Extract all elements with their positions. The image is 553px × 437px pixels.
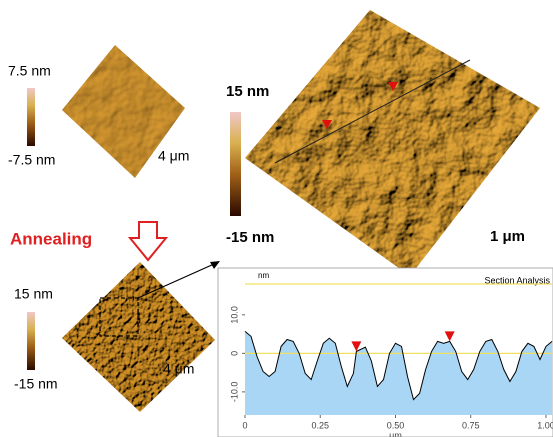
section-cursor <box>351 341 362 352</box>
profile-line <box>244 331 553 401</box>
y-tick-label: 0 <box>229 351 239 356</box>
x-tick-label: 1.00 <box>537 420 553 430</box>
x-tick-label: 0.25 <box>311 420 329 430</box>
afm-image-after <box>62 262 215 412</box>
zoom-pointer-head <box>210 261 220 269</box>
color-bar <box>27 88 35 146</box>
x-tick-label: 0.50 <box>387 420 405 430</box>
y-axis-label: nm <box>258 271 269 280</box>
annealing-label: Annealing <box>10 229 92 248</box>
scale-min: -15 nm <box>14 376 58 392</box>
zoom-pointer <box>137 263 215 299</box>
y-tick-label: -10.0 <box>229 382 239 403</box>
down-arrow <box>127 221 169 262</box>
section-cursor <box>322 120 332 129</box>
afm-image-3d <box>245 10 540 276</box>
scan-size: 4 μm <box>158 148 189 164</box>
scale-min: -7.5 nm <box>8 152 55 168</box>
zoom-region <box>99 297 139 337</box>
scale-max: 15 nm <box>226 83 269 100</box>
section-cursor <box>388 82 398 91</box>
section-line <box>274 59 471 164</box>
scan-size: 4 μm <box>163 361 194 377</box>
scale-max: 15 nm <box>14 286 53 302</box>
x-axis-label: μm <box>389 430 402 437</box>
y-tick-label: 10.0 <box>229 306 239 324</box>
section-cursor <box>444 331 455 342</box>
scan-size: 1 μm <box>490 228 525 245</box>
x-tick-label: 0.75 <box>462 420 480 430</box>
x-tick-label: 0 <box>242 420 247 430</box>
scale-min: -15 nm <box>226 229 274 246</box>
afm-image-before <box>62 45 185 178</box>
profile-area <box>245 331 552 415</box>
plot-title: Section Analysis <box>484 275 550 285</box>
color-bar <box>27 312 35 370</box>
scale-max: 7.5 nm <box>8 63 51 79</box>
color-bar <box>230 112 241 216</box>
